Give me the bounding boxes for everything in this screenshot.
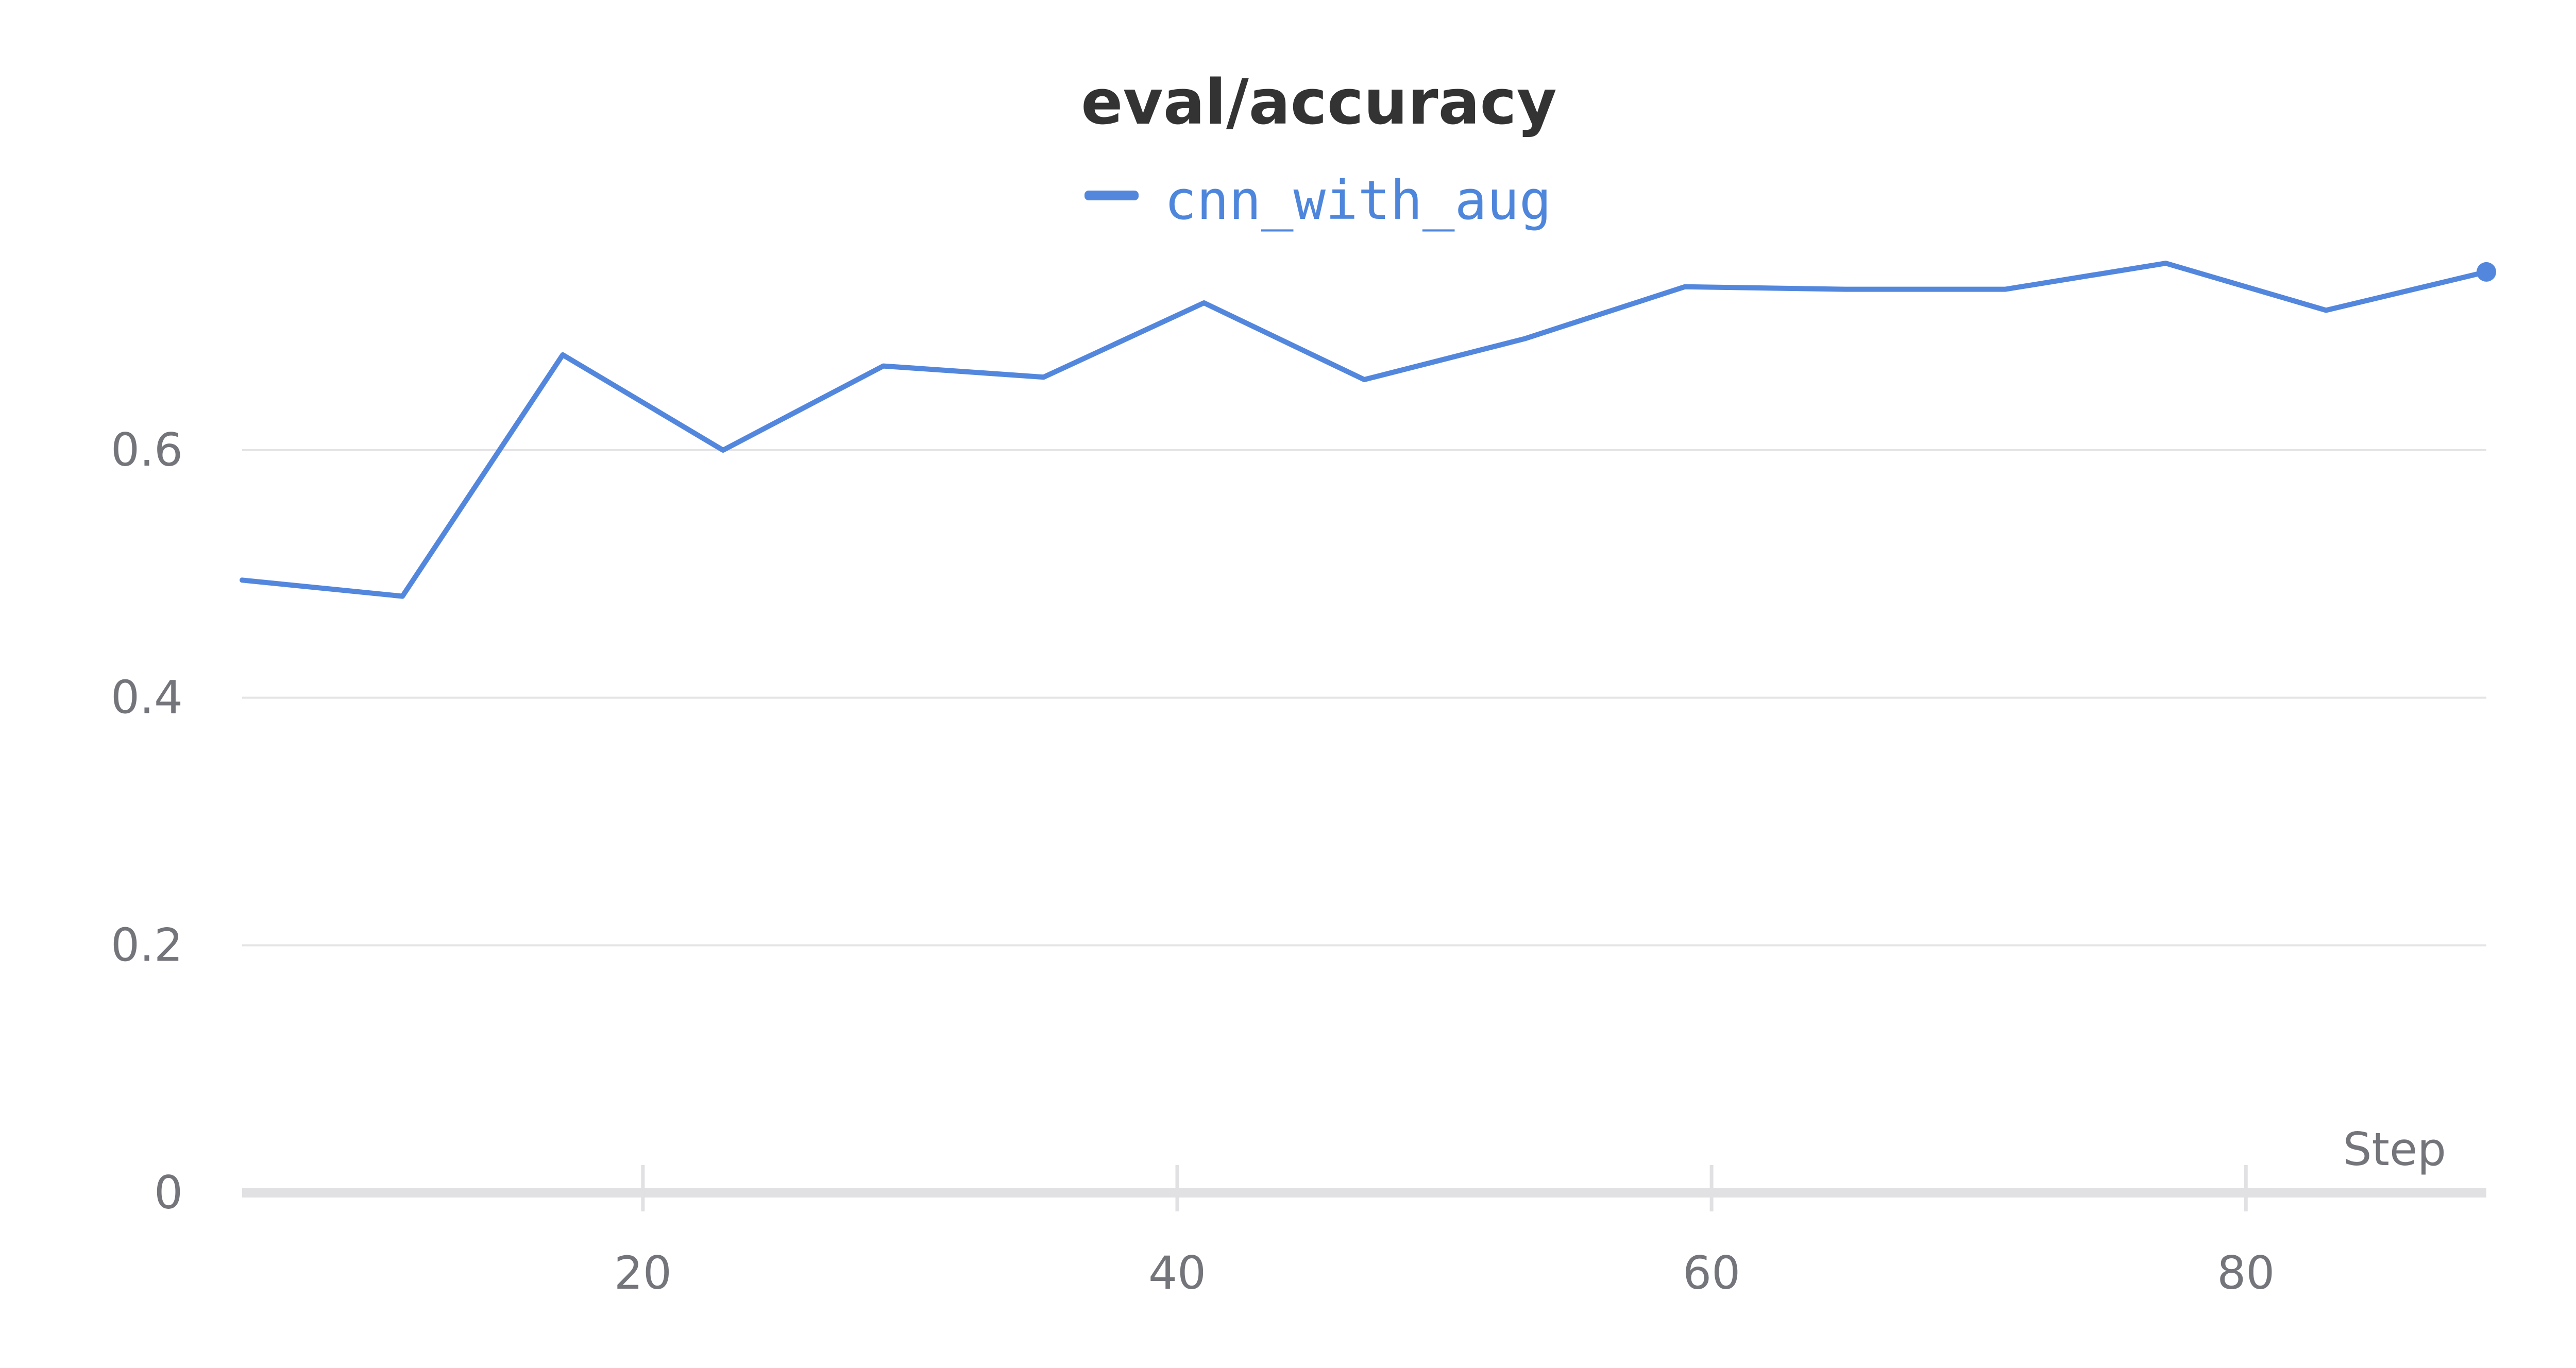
y-tick-label: 0.4 <box>111 671 183 724</box>
x-tick-label: 20 <box>614 1246 672 1299</box>
x-axis <box>242 1165 2486 1211</box>
x-tick-label: 60 <box>1683 1246 1740 1299</box>
legend: cnn_with_aug <box>1084 169 1551 232</box>
tick-labels: 0 0.2 0.4 0.6 20 40 60 80 <box>111 423 2275 1299</box>
series-line <box>240 261 2489 599</box>
series <box>240 261 2496 599</box>
y-tick-label: 0.6 <box>111 423 183 476</box>
x-tick-label: 40 <box>1148 1246 1206 1299</box>
legend-label: cnn_with_aug <box>1164 169 1551 232</box>
x-axis-label: Step <box>2343 1123 2446 1176</box>
legend-swatch <box>1084 191 1139 200</box>
x-tick-label: 80 <box>2217 1246 2275 1299</box>
series-end-marker <box>2477 262 2496 282</box>
chart-title: eval/accuracy <box>1081 67 1557 139</box>
y-tick-label: 0 <box>154 1166 183 1219</box>
grid-lines <box>242 449 2486 947</box>
y-tick-label: 0.2 <box>111 918 183 971</box>
